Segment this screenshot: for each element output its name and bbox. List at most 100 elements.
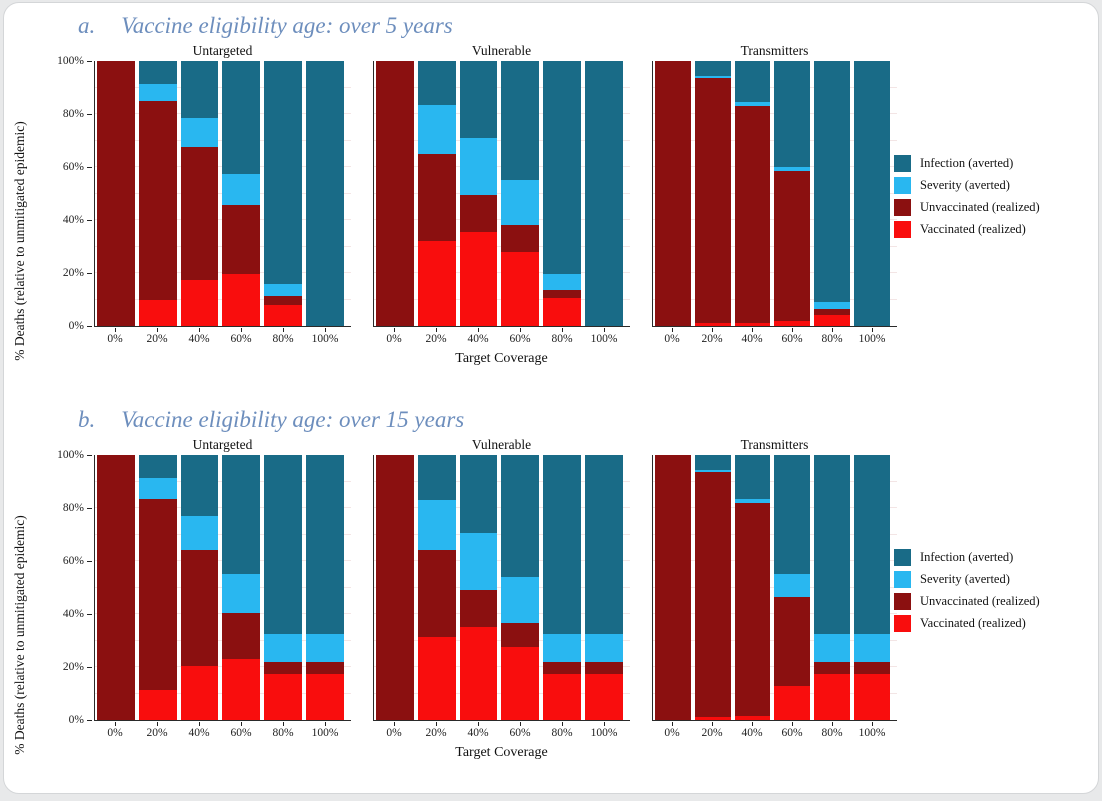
panel-b-title-prefix: b.: [78, 407, 96, 432]
stacked-bar-100%: [854, 455, 890, 720]
stacked-bar-40%: [734, 61, 771, 326]
legend-label: Severity (averted): [920, 178, 1010, 192]
legend-entry: Severity (averted): [894, 571, 1090, 588]
bar-segment: [501, 647, 540, 720]
legend-entry: Unvaccinated (realized): [894, 199, 1090, 216]
x-axis-title: Target Coverage: [455, 351, 548, 366]
stacked-bar-40%: [459, 61, 498, 326]
subplot-untargeted-a: Untargeted 0% 20% 40% 60% 80% 100%: [94, 43, 351, 367]
bars-group: [97, 455, 344, 720]
x-tick-label: 0%: [654, 722, 690, 744]
bar-segment: [138, 61, 177, 84]
bar-segment: [585, 61, 623, 326]
stacked-bar-20%: [138, 455, 177, 720]
bar-segment: [854, 673, 890, 720]
legend-entry: Vaccinated (realized): [894, 221, 1090, 238]
bar-segment: [543, 290, 582, 299]
stacked-bar-20%: [694, 455, 731, 720]
bar-segment: [694, 78, 731, 324]
bar-segment: [814, 61, 851, 303]
bar-segment: [734, 502, 771, 717]
bar-segment: [543, 274, 582, 291]
plot-area: [652, 455, 897, 721]
x-tick-label: 0%: [96, 328, 134, 350]
bar-segment: [417, 61, 456, 105]
bar-segment: [417, 241, 456, 326]
x-tick-label: 0%: [654, 328, 690, 350]
bar-segment: [694, 75, 731, 79]
bar-segment: [774, 685, 811, 720]
legend-entry: Vaccinated (realized): [894, 615, 1090, 632]
x-tick-label: 80%: [264, 328, 302, 350]
bar-segment: [814, 633, 851, 662]
subplot-transmitters-a: Transmitters 0% 20% 40% 60% 80% 100%: [652, 43, 897, 367]
x-tick-label: 0%: [375, 328, 413, 350]
stacked-bar-0%: [376, 61, 414, 326]
bar-segment: [655, 61, 691, 326]
x-tick-label: 100%: [854, 328, 890, 350]
bar-segment: [264, 295, 303, 305]
bar-segment: [459, 627, 498, 720]
bar-segment: [180, 147, 219, 280]
bar-segment: [854, 633, 890, 662]
x-tick-label: 0%: [96, 722, 134, 744]
y-tick-label: 0%: [68, 714, 93, 726]
stacked-bar-80%: [543, 455, 582, 720]
bar-segment: [501, 180, 540, 226]
legend-b: Infection (averted) Severity (averted) Unv…: [894, 549, 1090, 637]
bar-segment: [222, 574, 261, 613]
bar-segment: [264, 61, 303, 284]
stacked-bar-80%: [814, 455, 851, 720]
bar-segment: [417, 104, 456, 154]
bar-segment: [222, 612, 261, 660]
legend-swatch: [894, 221, 911, 238]
stacked-bar-100%: [306, 455, 344, 720]
bar-segment: [501, 623, 540, 648]
bar-segment: [417, 153, 456, 242]
bar-segment: [180, 455, 219, 516]
y-tick-label: 100%: [57, 55, 92, 67]
bar-segment: [264, 673, 303, 720]
bar-segment: [543, 298, 582, 326]
x-tick-label: 80%: [814, 328, 850, 350]
x-axis-ticks: 0% 20% 40% 60% 80% 100%: [373, 721, 630, 744]
stacked-bar-0%: [376, 455, 414, 720]
x-tick-label: 60%: [501, 328, 539, 350]
figure-card: a. Vaccine eligibility age: over 5 years…: [3, 2, 1099, 794]
bars-group: [655, 455, 890, 720]
bar-segment: [694, 472, 731, 718]
stacked-bar-40%: [180, 455, 219, 720]
bar-segment: [222, 205, 261, 275]
stacked-bar-60%: [501, 455, 540, 720]
bar-segment: [774, 574, 811, 597]
bar-segment: [774, 170, 811, 321]
stacked-bar-60%: [501, 61, 540, 326]
stacked-bar-80%: [264, 61, 303, 326]
x-tick-label: 80%: [814, 722, 850, 744]
y-tick-label: 80%: [62, 108, 93, 120]
legend-label: Infection (averted): [920, 550, 1014, 564]
bar-segment: [543, 661, 582, 674]
bar-segment: [459, 137, 498, 195]
legend-swatch: [894, 571, 911, 588]
bar-segment: [97, 61, 135, 326]
y-tick-label: 60%: [62, 161, 93, 173]
y-tick-label: 0%: [68, 320, 93, 332]
y-axis-title: % Deaths (relative to unmitigated epidem…: [12, 121, 27, 361]
x-tick-label: 60%: [774, 328, 810, 350]
stacked-bar-100%: [585, 455, 623, 720]
bar-segment: [694, 323, 731, 326]
plot-area: [373, 455, 630, 721]
legend-entry: Severity (averted): [894, 177, 1090, 194]
bar-segment: [585, 455, 623, 634]
bar-segment: [694, 717, 731, 720]
y-tick-label: 20%: [62, 267, 93, 279]
bar-segment: [585, 661, 623, 674]
bar-segment: [138, 498, 177, 690]
x-tick-label: 40%: [180, 722, 218, 744]
legend-a: Infection (averted) Severity (averted) Unv…: [894, 155, 1090, 243]
x-tick-label: 100%: [306, 328, 344, 350]
bar-segment: [417, 636, 456, 720]
y-axis-ticks: 0% 20% 40% 60% 80% 100%: [50, 55, 94, 332]
x-tick-label: 100%: [585, 722, 623, 744]
